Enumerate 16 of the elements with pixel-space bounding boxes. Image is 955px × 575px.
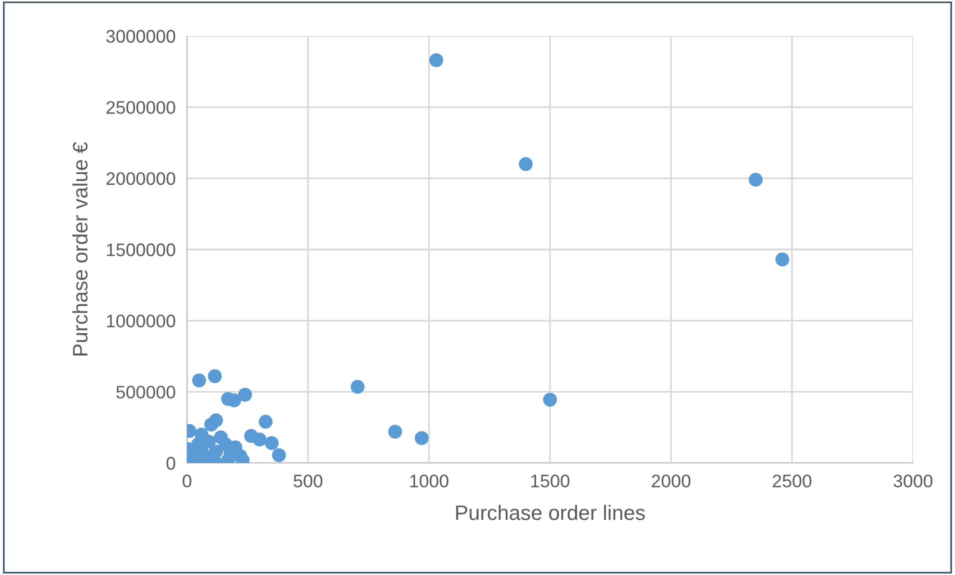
- y-tick-label: 500000: [116, 386, 176, 399]
- y-tick-label: 2500000: [106, 101, 176, 114]
- x-tick-label: 2000: [652, 474, 690, 488]
- y-tick-label: 0: [166, 456, 176, 470]
- y-tick-label: 2000000: [106, 172, 176, 186]
- x-tick-label: 0: [182, 474, 192, 488]
- x-tick-label: 3000: [894, 474, 932, 488]
- y-tick-label: 1000000: [106, 314, 176, 328]
- y-tick-label: 3000000: [106, 30, 176, 43]
- y-axis-title: Purchase order value €: [72, 142, 88, 356]
- x-tick-label: 2500: [772, 474, 812, 488]
- x-tick-label: 1500: [531, 474, 570, 488]
- x-tick-label: 500: [294, 474, 322, 488]
- x-axis-title: Purchase order lines: [456, 504, 645, 520]
- x-tick-label: 1000: [410, 474, 448, 488]
- y-tick-label: 1500000: [106, 243, 176, 256]
